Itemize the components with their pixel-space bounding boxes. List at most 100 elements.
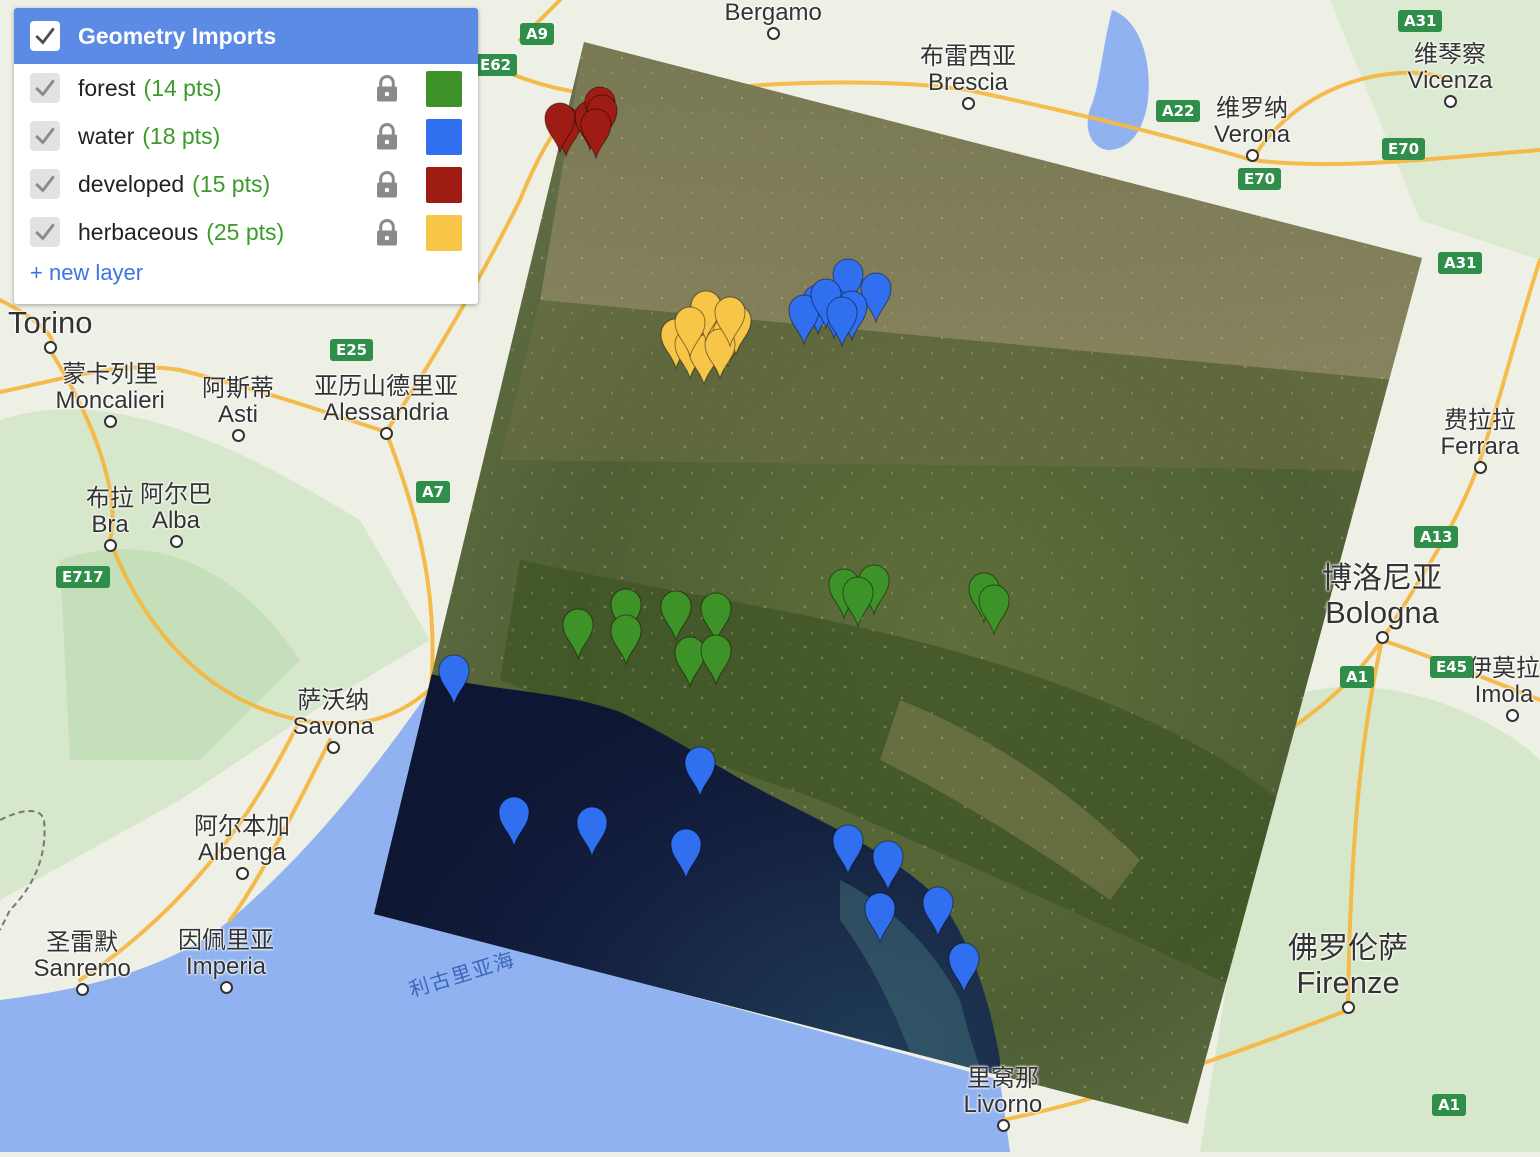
- water-marker[interactable]: [832, 824, 864, 876]
- developed-marker-group: [544, 86, 618, 160]
- city-name-zh: 圣雷默: [46, 929, 119, 956]
- layer-name[interactable]: developed: [78, 170, 185, 197]
- layer-color-swatch-herbaceous[interactable]: [426, 215, 462, 251]
- water-marker[interactable]: [670, 828, 702, 880]
- road-shield: E717: [56, 566, 110, 588]
- road-shield: E70: [1238, 168, 1282, 190]
- developed-marker[interactable]: [544, 102, 576, 154]
- city-name-zh: 萨沃纳: [297, 687, 370, 714]
- city-label: 费拉拉 Ferrara: [1441, 408, 1520, 460]
- city-dot: [1376, 631, 1389, 644]
- forest-marker[interactable]: [842, 576, 874, 628]
- city-name-zh: 博洛尼亚: [1322, 562, 1442, 595]
- panel-title: Geometry Imports: [78, 22, 277, 49]
- forest-marker[interactable]: [674, 636, 706, 688]
- lock-icon[interactable]: [372, 170, 402, 200]
- layer-checkbox-water[interactable]: [30, 121, 60, 151]
- developed-marker[interactable]: [580, 108, 612, 160]
- layer-name[interactable]: forest: [78, 74, 136, 101]
- road-shield: A22: [1156, 100, 1201, 122]
- layer-color-swatch-forest[interactable]: [426, 71, 462, 107]
- road-shield: A31: [1438, 252, 1483, 274]
- water-marker[interactable]: [438, 654, 470, 706]
- city-label: Bergamo: [725, 0, 822, 26]
- lock-icon[interactable]: [372, 122, 402, 152]
- water-marker[interactable]: [948, 942, 980, 994]
- herbaceous-marker[interactable]: [714, 296, 746, 348]
- city-name-zh: 阿尔本加: [194, 813, 290, 840]
- layer-point-count: (25 pts): [206, 218, 285, 245]
- layer-checkbox-developed[interactable]: [30, 169, 60, 199]
- road-shield: E62: [474, 54, 518, 76]
- layer-row-forest[interactable]: forest (14 pts): [14, 64, 478, 112]
- water-marker[interactable]: [872, 840, 904, 892]
- city-label: 维罗纳 Verona: [1214, 96, 1290, 148]
- forest-marker[interactable]: [700, 592, 732, 644]
- layer-checkbox-herbaceous[interactable]: [30, 217, 60, 247]
- city-label: 因佩里亚 Imperia: [178, 928, 274, 980]
- herbaceous-marker-group: [660, 290, 752, 386]
- city-label: 亚历山德里亚 Alessandria: [314, 374, 458, 426]
- city-name: Imola: [1474, 681, 1534, 708]
- layer-checkbox-forest[interactable]: [30, 73, 60, 103]
- checkmark-icon: [35, 175, 55, 193]
- city-dot: [380, 427, 393, 440]
- layer-row-water[interactable]: water (18 pts): [14, 112, 478, 160]
- lock-icon[interactable]: [372, 218, 402, 248]
- city-label: Torino: [8, 306, 92, 340]
- layer-row-herbaceous[interactable]: herbaceous (25 pts): [14, 208, 478, 256]
- water-marker[interactable]: [922, 886, 954, 938]
- city-dot: [1444, 95, 1457, 108]
- geometry-imports-checkbox[interactable]: [30, 21, 60, 51]
- herbaceous-marker[interactable]: [704, 328, 736, 380]
- city-name: Vicenza: [1407, 67, 1493, 94]
- water-marker[interactable]: [826, 296, 858, 348]
- road-shield: E25: [330, 339, 374, 361]
- water-marker[interactable]: [864, 892, 896, 944]
- layer-name[interactable]: herbaceous: [78, 218, 199, 245]
- forest-marker[interactable]: [660, 590, 692, 642]
- road-shield: A1: [1432, 1094, 1467, 1116]
- city-name-zh: 维罗纳: [1216, 95, 1289, 122]
- city-label: 里窝那 Livorno: [964, 1066, 1043, 1118]
- water-marker[interactable]: [576, 806, 608, 858]
- layer-row-developed[interactable]: developed (15 pts): [14, 160, 478, 208]
- city-name-zh: 阿尔巴: [140, 481, 212, 508]
- layer-name[interactable]: water: [78, 122, 135, 149]
- city-dot: [997, 1119, 1010, 1132]
- city-label: 萨沃纳 Savona: [293, 688, 374, 740]
- city-dot: [327, 741, 340, 754]
- layer-point-count: (18 pts): [142, 122, 221, 149]
- green-area: [1330, 0, 1540, 260]
- city-name: Bra: [91, 511, 129, 538]
- water-marker[interactable]: [498, 796, 530, 848]
- city-name-zh: 伊莫拉: [1468, 655, 1540, 682]
- water-marker-group: [438, 258, 980, 994]
- road-shield: A9: [520, 23, 555, 45]
- country-border: [0, 810, 46, 931]
- road-shield: A13: [1414, 526, 1459, 548]
- city-label: 布拉 Bra: [86, 486, 134, 538]
- layer-color-swatch-developed[interactable]: [426, 167, 462, 203]
- forest-marker[interactable]: [562, 608, 594, 660]
- city-name: Imperia: [185, 953, 267, 980]
- lock-icon[interactable]: [372, 74, 402, 104]
- water-marker[interactable]: [684, 746, 716, 798]
- city-dot: [1246, 149, 1259, 162]
- city-name: Livorno: [963, 1091, 1043, 1118]
- city-name: Asti: [217, 401, 258, 428]
- layer-color-swatch-water[interactable]: [426, 119, 462, 155]
- city-name: Alba: [151, 507, 201, 534]
- new-layer-link[interactable]: + new layer: [30, 260, 144, 285]
- herbaceous-marker[interactable]: [674, 306, 706, 358]
- ligurian-sea: [0, 680, 1010, 1152]
- water-marker[interactable]: [788, 294, 820, 346]
- forest-marker[interactable]: [978, 584, 1010, 636]
- forest-marker[interactable]: [610, 614, 642, 666]
- forest-marker[interactable]: [610, 588, 642, 640]
- city-dot: [170, 535, 183, 548]
- forest-marker[interactable]: [700, 634, 732, 686]
- checkmark-icon: [35, 223, 55, 241]
